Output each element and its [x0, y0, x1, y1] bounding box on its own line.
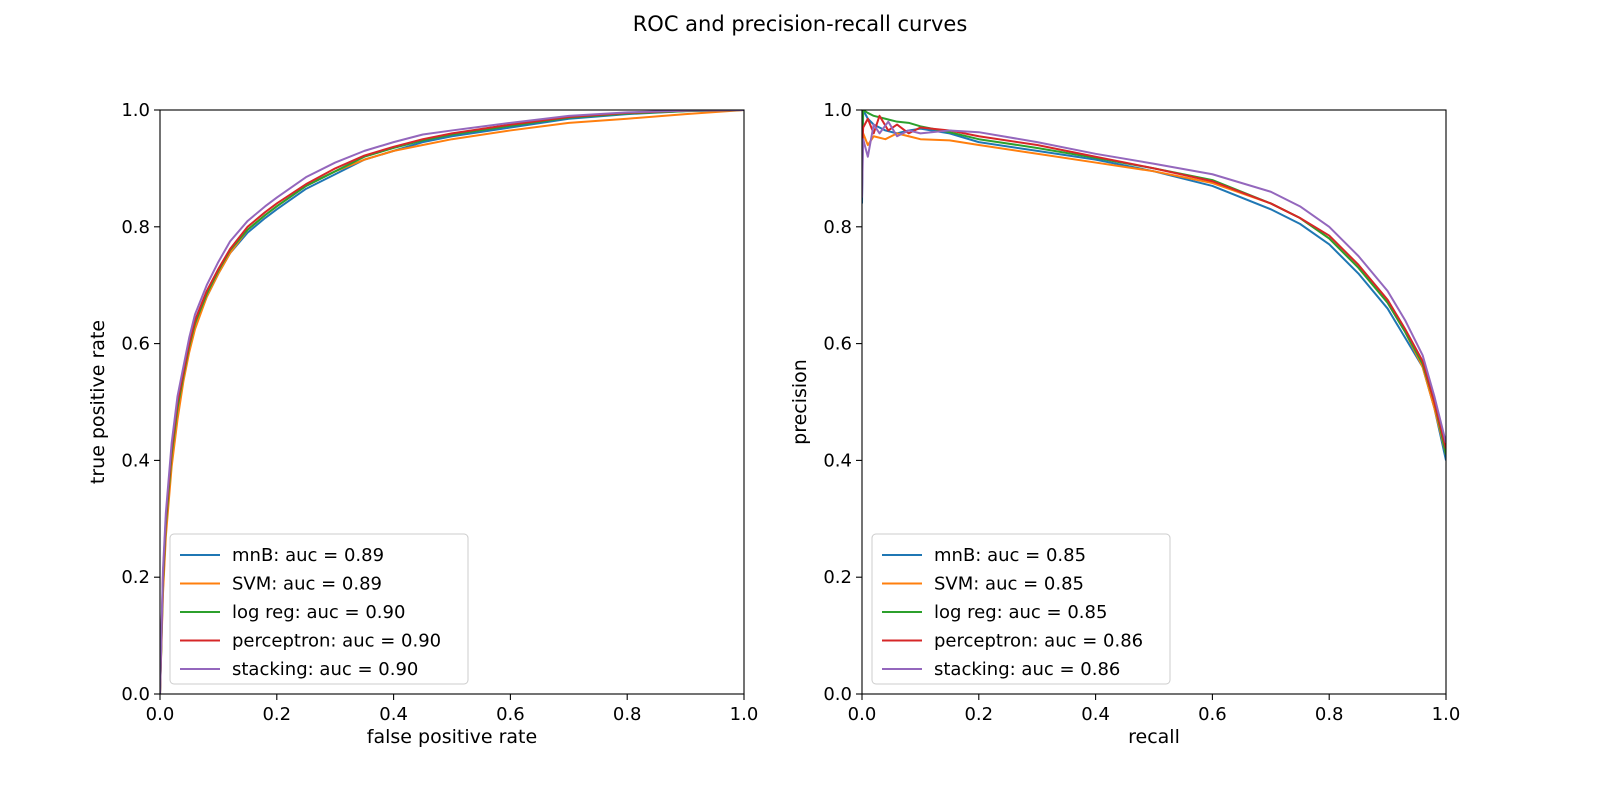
- roc-y-tick-label: 0.4: [121, 450, 150, 471]
- pr-legend-label: perceptron: auc = 0.86: [934, 631, 1143, 652]
- roc-legend-label: perceptron: auc = 0.90: [232, 631, 441, 652]
- roc-y-tick-label: 0.6: [121, 334, 150, 355]
- roc-line-stacking: [160, 110, 744, 694]
- figure-title: ROC and precision-recall curves: [633, 12, 968, 36]
- roc-legend: mnB: auc = 0.89 SVM: auc = 0.89 log reg: a…: [169, 533, 469, 685]
- pr-line-stacking: [862, 120, 1446, 444]
- pr-x-axis-label: recall: [1128, 726, 1180, 748]
- pr-legend-box: [871, 533, 1171, 685]
- pr-line-mnb: [862, 110, 1446, 461]
- roc-legend-label: mnB: auc = 0.89: [232, 545, 384, 566]
- roc-legend-label: log reg: auc = 0.90: [232, 602, 405, 623]
- roc-legend-item-svm: SVM: auc = 0.89: [180, 574, 382, 595]
- roc-legend-item-log-reg: log reg: auc = 0.90: [180, 602, 405, 623]
- pr-line-log-reg: [862, 110, 1446, 455]
- roc-series-group: [160, 110, 744, 694]
- pr-legend-label: log reg: auc = 0.85: [934, 602, 1107, 623]
- pr-legend-item-mnb: mnB: auc = 0.85: [882, 545, 1086, 566]
- roc-x-tick-label: 0.2: [262, 704, 291, 725]
- pr-x-tick-label: 0.0: [848, 704, 877, 725]
- pr-y-tick-label: 0.8: [823, 217, 852, 238]
- pr-y-tick-label: 0.0: [823, 684, 852, 705]
- pr-axes-frame: [861, 109, 1447, 695]
- roc-legend-item-perceptron: perceptron: auc = 0.90: [180, 631, 441, 652]
- pr-legend-item-stacking: stacking: auc = 0.86: [882, 659, 1120, 680]
- roc-x-tick-label: 0.4: [379, 704, 408, 725]
- roc-panel: 0.0 0.2 0.4 0.6 0.8 1.0 0.0 0.2 0.4 0.6 0.8 1.0 fals…: [87, 100, 758, 748]
- pr-panel: 0.0 0.2 0.4 0.6 0.8 1.0 0.0 0.2 0.4 0.6 0.8 1.0 reca…: [789, 100, 1460, 748]
- roc-y-tick-label: 0.2: [121, 567, 150, 588]
- roc-x-tick-label: 0.0: [146, 704, 175, 725]
- roc-y-axis-label: true positive rate: [87, 320, 109, 484]
- roc-legend-item-mnb: mnB: auc = 0.89: [180, 545, 384, 566]
- pr-y-tick-label: 0.6: [823, 334, 852, 355]
- roc-x-tick-label: 0.6: [496, 704, 525, 725]
- pr-legend-label: stacking: auc = 0.86: [934, 659, 1120, 680]
- pr-legend-item-log-reg: log reg: auc = 0.85: [882, 602, 1107, 623]
- pr-legend-label: mnB: auc = 0.85: [934, 545, 1086, 566]
- roc-axes-frame: [159, 109, 745, 695]
- roc-x-tick-label: 1.0: [730, 704, 759, 725]
- roc-legend-label: stacking: auc = 0.90: [232, 659, 418, 680]
- pr-legend-item-svm: SVM: auc = 0.85: [882, 574, 1084, 595]
- pr-line-perceptron: [862, 114, 1446, 449]
- pr-x-tick-label: 0.2: [964, 704, 993, 725]
- pr-y-axis-label: precision: [789, 359, 811, 445]
- roc-legend-label: SVM: auc = 0.89: [232, 574, 382, 595]
- pr-series-group: [862, 110, 1446, 461]
- pr-y-tick-label: 0.4: [823, 450, 852, 471]
- roc-x-axis-label: false positive rate: [367, 726, 537, 748]
- roc-legend-item-stacking: stacking: auc = 0.90: [180, 659, 418, 680]
- pr-legend-label: SVM: auc = 0.85: [934, 574, 1084, 595]
- pr-y-tick-label: 1.0: [823, 100, 852, 121]
- roc-y-tick-label: 1.0: [121, 100, 150, 121]
- pr-legend: mnB: auc = 0.85 SVM: auc = 0.85 log reg: a…: [871, 533, 1171, 685]
- pr-line-svm: [862, 132, 1446, 455]
- roc-legend-box: [169, 533, 469, 685]
- pr-legend-item-perceptron: perceptron: auc = 0.86: [882, 631, 1143, 652]
- roc-y-tick-label: 0.0: [121, 684, 150, 705]
- pr-y-tick-label: 0.2: [823, 567, 852, 588]
- pr-x-tick-label: 0.6: [1198, 704, 1227, 725]
- pr-x-tick-label: 0.8: [1315, 704, 1344, 725]
- roc-y-tick-label: 0.8: [121, 217, 150, 238]
- roc-x-tick-label: 0.8: [613, 704, 642, 725]
- pr-x-tick-label: 0.4: [1081, 704, 1110, 725]
- pr-x-tick-label: 1.0: [1432, 704, 1461, 725]
